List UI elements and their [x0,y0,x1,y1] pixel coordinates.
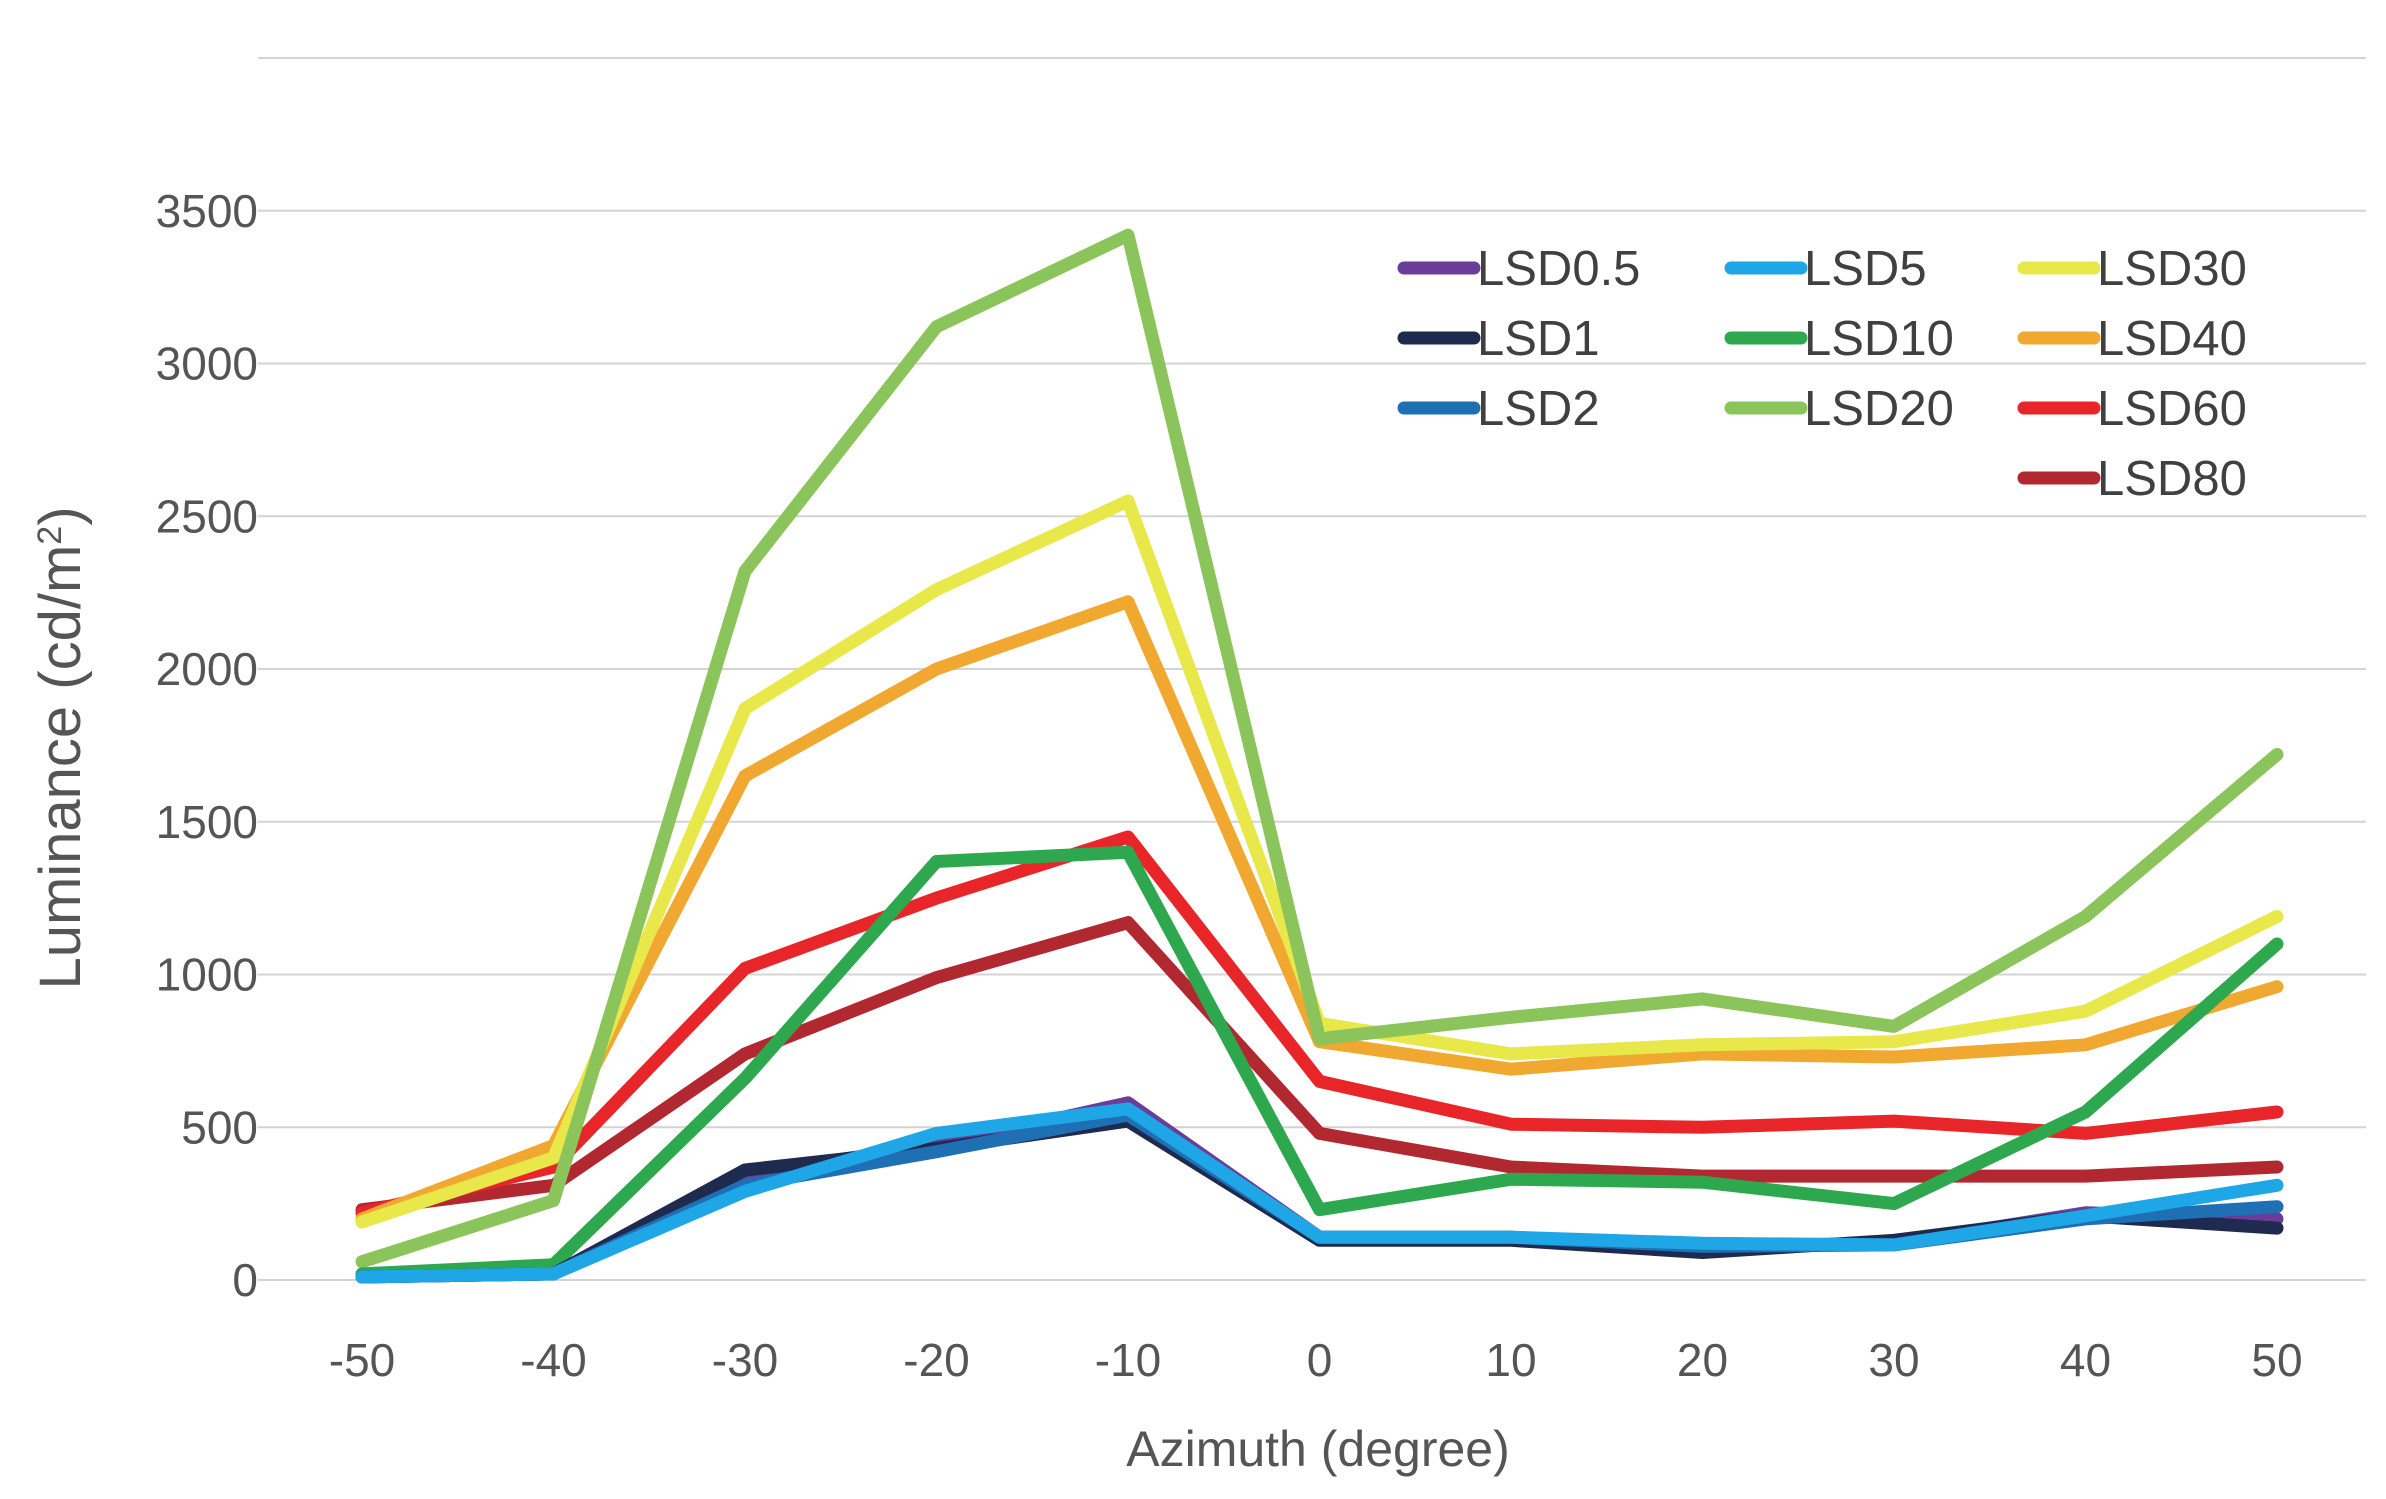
y-tick-label: 3000 [156,338,258,390]
legend-label-lsd60: LSD60 [2097,382,2247,436]
gridlines [258,57,2366,1281]
y-axis-title-close: ) [28,506,93,525]
y-axis-title: Luminance (cd/m2) [28,506,93,989]
legend: LSD0.5 LSD1 LSD2 LSD5 LSD10 LSD20 LSD30 LSD40 LS… [1397,242,2247,506]
x-tick-label: 0 [1307,1334,1333,1386]
y-tick-label: 0 [232,1254,258,1306]
legend-label-lsd80: LSD80 [2097,452,2247,506]
y-axis-ticks: 0 500 1000 1500 2000 2500 3000 3500 [156,185,258,1306]
x-axis-ticks: -50 -40 -30 -20 -10 0 10 20 30 40 50 [329,1334,2303,1386]
series-line-lsd60 [355,830,2284,1220]
x-tick-label: 30 [1868,1334,1919,1386]
series-line-lsd20 [355,228,2284,1269]
legend-label-lsd20: LSD20 [1804,382,1954,436]
x-tick-label: -20 [903,1334,969,1386]
x-tick-label: 40 [2060,1334,2111,1386]
x-tick-label: -50 [329,1334,395,1386]
y-tick-label: 3500 [156,185,258,237]
y-tick-label: 2500 [156,490,258,542]
legend-label-lsd5: LSD5 [1804,242,1927,296]
legend-label-lsd10: LSD10 [1804,312,1954,366]
x-tick-label: -30 [712,1334,778,1386]
y-axis-title-main: Luminance (cd/m [28,545,93,990]
x-axis-title: Azimuth (degree) [1126,1421,1510,1477]
y-tick-label: 500 [181,1101,258,1153]
y-tick-label: 1500 [156,796,258,848]
series-line-lsd10 [355,845,2284,1281]
x-tick-label: 20 [1677,1334,1728,1386]
legend-label-lsd0-5: LSD0.5 [1477,242,1640,296]
x-tick-label: -40 [520,1334,586,1386]
legend-label-lsd40: LSD40 [2097,312,2247,366]
x-tick-label: 10 [1485,1334,1536,1386]
series-line-lsd5 [355,1102,2284,1284]
y-axis-title-superscript: 2 [31,526,69,545]
y-tick-label: 1000 [156,949,258,1001]
legend-label-lsd1: LSD1 [1477,312,1600,366]
legend-label-lsd2: LSD2 [1477,382,1600,436]
x-tick-label: 50 [2251,1334,2302,1386]
x-tick-label: -10 [1095,1334,1161,1386]
series-lines [355,228,2284,1284]
y-tick-label: 2000 [156,643,258,695]
legend-label-lsd30: LSD30 [2097,242,2247,296]
